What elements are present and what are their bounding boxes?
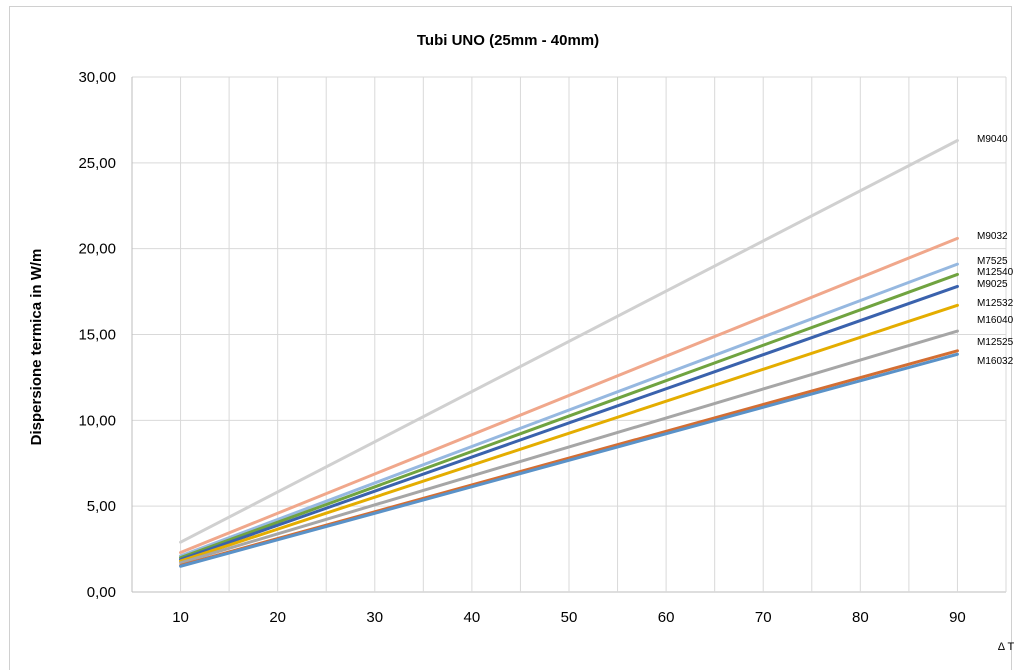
series-label-m9025: M9025	[977, 279, 1008, 290]
x-tick-label: 80	[852, 609, 869, 626]
y-tick-label: 20,00	[78, 241, 116, 258]
series-line-m9032	[179, 236, 959, 555]
series-label-m9040: M9040	[977, 134, 1008, 145]
series-label-m12532: M12532	[977, 298, 1014, 309]
grid	[131, 76, 1007, 593]
x-tick-label: 10	[172, 609, 189, 626]
series-line-m16040	[179, 329, 959, 565]
chart-frame	[9, 6, 1012, 670]
series-line-m16032	[179, 352, 959, 568]
y-axis-label: Dispersione termica in W/m	[28, 249, 45, 446]
x-tick-label: 70	[755, 609, 772, 626]
series-label-m16032: M16032	[977, 356, 1014, 367]
x-tick-label: 30	[366, 609, 383, 626]
x-tick-label: 60	[658, 609, 675, 626]
y-tick-label: 25,00	[78, 155, 116, 172]
series-line-m7525	[179, 262, 959, 558]
chart-title: Tubi UNO (25mm - 40mm)	[417, 32, 599, 49]
axes: 0,00 5,00 10,00 15,00 20,00 25,00 30,00 10 20 30 4…	[78, 69, 965, 626]
series-line-m9025	[179, 284, 959, 561]
series-line-m12532	[179, 303, 959, 563]
series-line-m12540	[179, 272, 959, 560]
x-tick-label: 90	[949, 609, 966, 626]
y-tick-label: 15,00	[78, 327, 116, 344]
series-label-m16040: M16040	[977, 315, 1014, 326]
x-tick-label: 40	[464, 609, 481, 626]
series-label-m9032: M9032	[977, 231, 1008, 242]
series-label-m12525: M12525	[977, 337, 1014, 348]
y-tick-label: 0,00	[87, 584, 116, 601]
y-tick-label: 10,00	[78, 412, 116, 429]
series-label-m7525: M7525	[977, 256, 1008, 267]
y-tick-label: 30,00	[78, 69, 116, 86]
series-lines	[179, 139, 959, 568]
x-tick-label: 50	[561, 609, 578, 626]
series-line-m9040	[179, 139, 959, 544]
x-axis-label: Δ T	[998, 641, 1015, 653]
y-tick-label: 5,00	[87, 498, 116, 515]
series-label-m12540: M12540	[977, 267, 1014, 278]
x-tick-label: 20	[269, 609, 286, 626]
